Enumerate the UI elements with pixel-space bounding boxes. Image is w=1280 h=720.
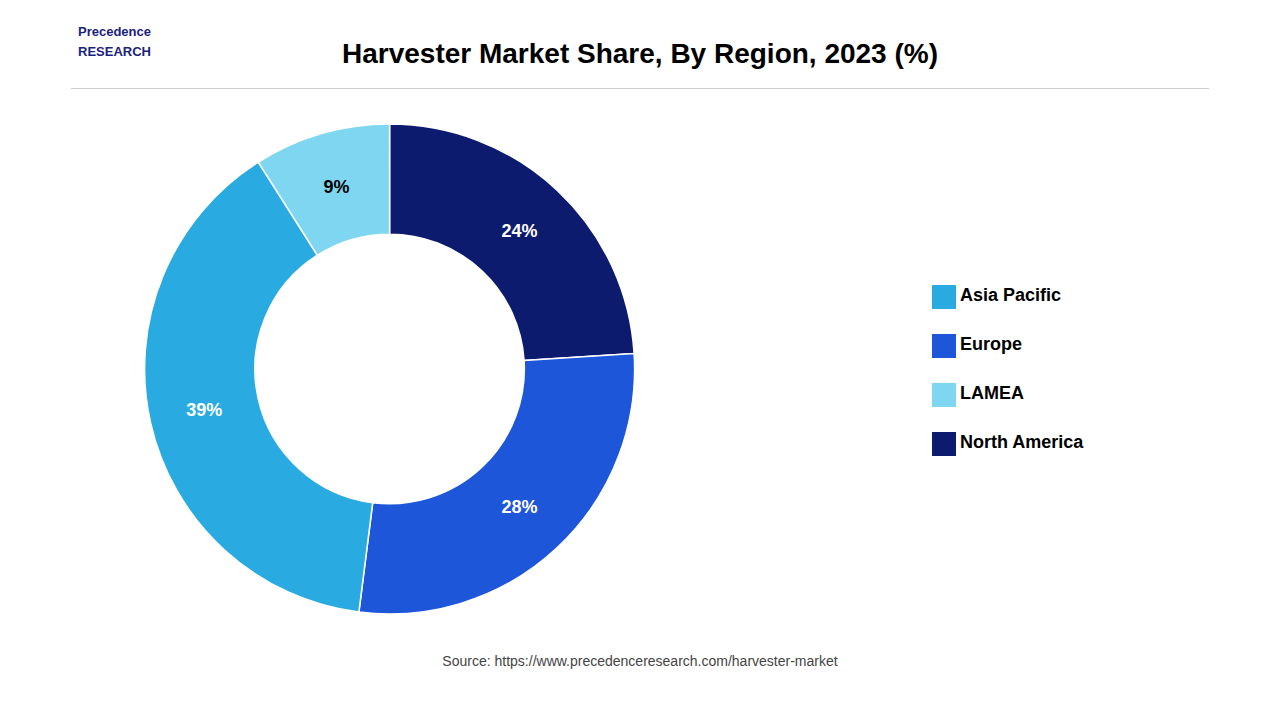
html-text:Precedence: Precedence <box>78 24 151 39</box>
html-text:North America: North America <box>960 432 1084 452</box>
html-text:RESEARCH: RESEARCH <box>78 43 151 59</box>
html-text:LAMEA: LAMEA <box>960 383 1024 403</box>
html-text:Harvester Market Share, By Reg: Harvester Market Share, By Region, 2023 … <box>342 38 938 69</box>
svg-text:28%: 28% <box>502 497 538 517</box>
html-text:Asia Pacific: Asia Pacific <box>960 285 1062 305</box>
html-text:Europe: Europe <box>960 334 1022 354</box>
svg-text:9%: 9% <box>324 177 350 197</box>
svg-text:39%: 39% <box>186 400 222 420</box>
html-text:Source: https://www.precedence: Source: https://www.precedenceresearch.c… <box>442 653 838 669</box>
svg-text:24%: 24% <box>502 221 538 241</box>
